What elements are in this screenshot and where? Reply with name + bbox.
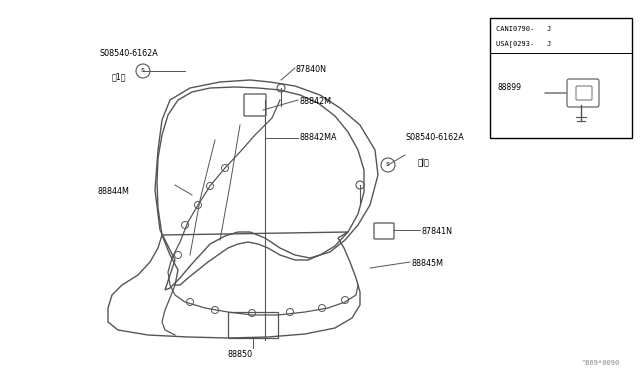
Text: 88842MA: 88842MA [300,134,337,142]
Text: 88850: 88850 [227,350,253,359]
Text: CANI0790-   J: CANI0790- J [496,26,551,32]
Text: （1）: （1） [112,72,127,81]
Text: 88844M: 88844M [98,187,130,196]
Text: USA[0293-   J: USA[0293- J [496,40,551,47]
Text: S08540-6162A: S08540-6162A [100,49,159,58]
Text: 88899: 88899 [498,83,522,93]
Text: S: S [386,163,390,167]
Text: S: S [141,68,145,74]
Text: 88845M: 88845M [412,260,444,269]
Text: 87841N: 87841N [422,228,453,237]
Text: S08540-6162A: S08540-6162A [406,133,465,142]
Text: 88842M: 88842M [300,97,332,106]
Bar [490,18,632,138]
Text: （J）: （J） [418,158,429,167]
Text: ^869*0090: ^869*0090 [582,360,620,366]
Text: 87840N: 87840N [296,65,327,74]
